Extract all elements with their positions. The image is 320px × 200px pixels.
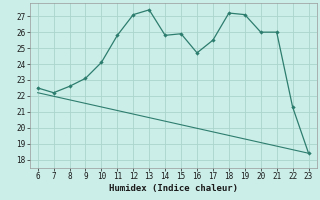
X-axis label: Humidex (Indice chaleur): Humidex (Indice chaleur) (108, 184, 238, 193)
